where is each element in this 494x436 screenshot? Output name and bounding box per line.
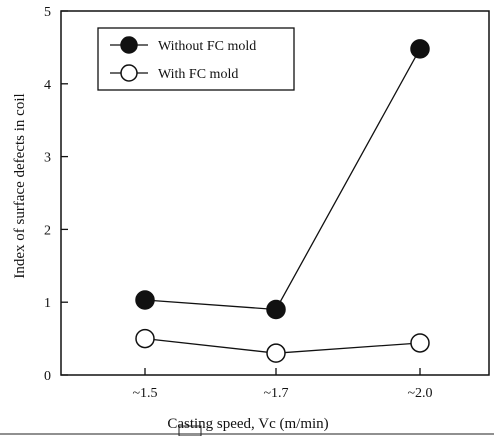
y-tick-label: 0 xyxy=(44,369,51,384)
x-tick-label: ~2.0 xyxy=(407,386,432,401)
legend-label-without-fc: Without FC mold xyxy=(158,39,256,54)
legend-label-with-fc: With FC mold xyxy=(158,67,238,82)
x-tick-label: ~1.5 xyxy=(132,386,157,401)
y-axis-title: Index of surface defects in coil xyxy=(12,93,28,278)
data-point-with-fc xyxy=(266,343,286,363)
y-tick-label: 4 xyxy=(44,78,51,93)
legend-marker-without-fc xyxy=(120,36,138,54)
y-tick-label: 5 xyxy=(44,5,51,20)
x-axis-title: Casting speed, Vc (m/min) xyxy=(167,416,328,432)
scan-artifact xyxy=(178,425,202,436)
data-point-without-fc xyxy=(266,299,286,320)
plot-frame xyxy=(60,10,490,376)
y-tick-label: 1 xyxy=(44,296,51,311)
data-point-with-fc xyxy=(135,328,155,349)
legend-marker-with-fc xyxy=(120,64,138,82)
y-tick-label: 3 xyxy=(44,151,51,166)
legend: Without FC mold With FC mold xyxy=(97,27,295,91)
data-point-without-fc xyxy=(410,39,430,59)
y-tick-label: 2 xyxy=(44,223,51,238)
x-tick-label: ~1.7 xyxy=(263,386,288,401)
data-point-with-fc xyxy=(410,333,430,353)
data-point-without-fc xyxy=(135,290,155,310)
